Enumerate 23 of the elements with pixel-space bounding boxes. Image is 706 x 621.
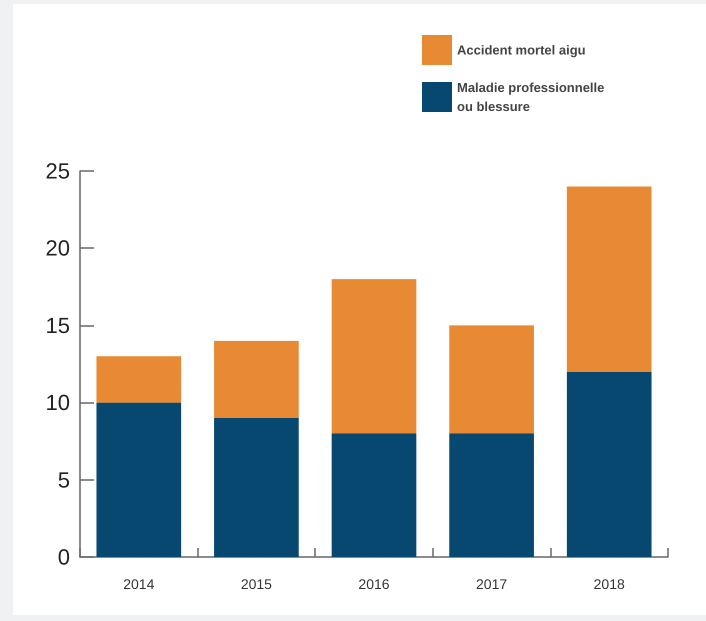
x-tick-label: 2017 — [476, 576, 508, 592]
y-tick-label: 5 — [58, 467, 70, 492]
bar — [214, 418, 299, 557]
y-tick-label: 25 — [46, 158, 70, 184]
bar — [332, 433, 416, 557]
bar — [96, 402, 182, 557]
bar — [566, 372, 652, 557]
bar — [332, 279, 416, 434]
x-tick-label: 2014 — [123, 576, 155, 592]
bar — [449, 433, 534, 557]
bar — [449, 325, 534, 434]
x-tick-label: 2015 — [240, 576, 272, 592]
legend-label: Maladie professionnelle ou blessure — [457, 80, 604, 114]
bar — [96, 356, 182, 403]
x-tick-label: 2016 — [358, 576, 390, 592]
bar — [566, 186, 652, 372]
y-tick-label: 0 — [58, 544, 70, 570]
y-tick-label: 20 — [46, 236, 70, 261]
bar — [214, 340, 299, 418]
y-tick-label: 10 — [46, 390, 70, 416]
legend-label: Accident mortel aigu — [457, 42, 586, 58]
x-tick-label: 2018 — [594, 576, 625, 592]
y-tick-label: 15 — [46, 312, 70, 338]
